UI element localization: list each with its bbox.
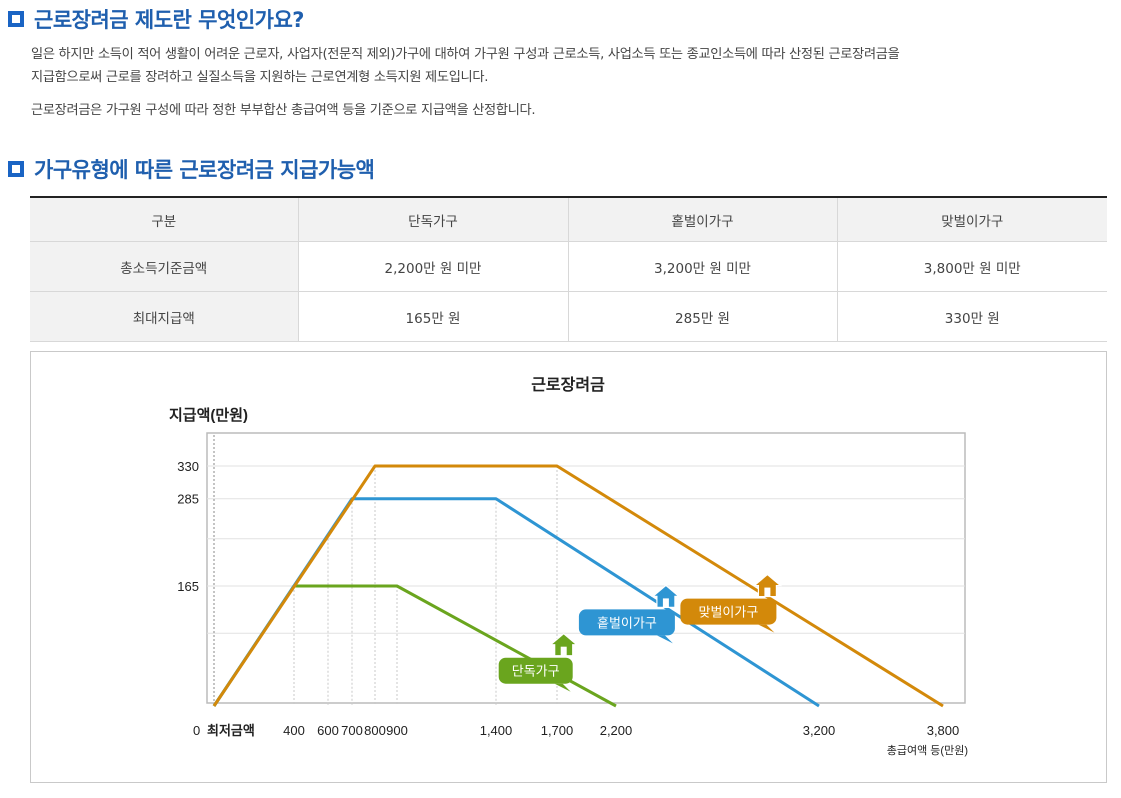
table-cell: 285만 원 [568, 291, 838, 342]
amount-table: 구분 단독가구 홑벌이가구 맞벌이가구 총소득기준금액 2,200만 원 미만 … [30, 196, 1107, 342]
x-tick-label: 1,400 [480, 723, 513, 738]
x-tick-label: 400 [283, 723, 305, 738]
table-row: 총소득기준금액 2,200만 원 미만 3,200만 원 미만 3,800만 원… [30, 241, 1107, 292]
intro-line-1: 일은 하지만 소득이 적어 생활이 어려운 근로자, 사업자(전문직 제외)가구… [31, 47, 900, 62]
table-row-header: 총소득기준금액 [30, 241, 299, 292]
table-header-cell: 홑벌이가구 [568, 196, 838, 242]
table-row: 최대지급액 165만 원 285만 원 330만 원 [30, 291, 1107, 342]
callout-tail [554, 683, 571, 692]
x-tick-label: 800 [364, 723, 386, 738]
basis-paragraph: 근로장려금은 가구원 구성에 따라 정한 부부합산 총급여액 등을 기준으로 지… [31, 103, 536, 118]
callout-tail [758, 624, 775, 633]
callout-box [578, 609, 675, 636]
section-heading: 가구유형에 따른 근로장려금 지급가능액 [34, 158, 375, 182]
square-bullet-icon [8, 161, 24, 177]
table-row-header: 최대지급액 [30, 291, 299, 342]
plot-area [206, 432, 966, 704]
table-cell: 3,200만 원 미만 [568, 241, 838, 292]
x-tick-label: 3,200 [803, 723, 836, 738]
table-header-cell: 맞벌이가구 [837, 196, 1107, 242]
y-tick-label: 285 [177, 492, 199, 507]
house-icon [752, 573, 783, 598]
house-icon [549, 632, 579, 657]
callout-tail [656, 635, 673, 644]
callout-box [498, 657, 573, 684]
table-cell: 3,800만 원 미만 [837, 241, 1107, 292]
y-tick-label: 165 [177, 579, 199, 594]
x-axis-label: 총급여액 등(만원) [887, 744, 968, 757]
table-cell: 330만 원 [837, 291, 1107, 342]
y-axis-label: 지급액(만원) [169, 406, 248, 424]
table-header-cell: 단독가구 [298, 196, 569, 242]
x-tick-label: 2,200 [600, 723, 633, 738]
intro-line-2: 지급함으로써 근로를 장려하고 실질소득을 지원하는 근로연계형 소득지원 제도… [31, 70, 489, 85]
incentive-chart: 근로장려금 지급액(만원) 165 285 330 400 600 700 800 900 1,… [169, 376, 968, 757]
legend-callout: 단독가구 [498, 632, 579, 692]
series-label: 단독가구 [512, 664, 560, 679]
series-line [212, 464, 944, 708]
series-label: 홑벌이가구 [597, 615, 657, 630]
chart-container: 근로장려금 지급액(만원) 165 285 330 400 600 700 800 900 1,… [30, 351, 1107, 783]
table-header-cell: 구분 [30, 196, 299, 242]
x-tick-label: 900 [386, 723, 408, 738]
table-cell: 165만 원 [298, 291, 569, 342]
intro-paragraph: 일은 하지만 소득이 적어 생활이 어려운 근로자, 사업자(전문직 제외)가구… [31, 43, 1106, 89]
section-heading: 근로장려금 제도란 무엇인가요? [34, 8, 304, 32]
table-cell: 2,200만 원 미만 [298, 241, 569, 292]
section-title-program: 근로장려금 제도란 무엇인가요? [8, 4, 304, 34]
x-tick-label: 3,800 [927, 723, 960, 738]
square-bullet-icon [8, 11, 24, 27]
x-origin-label: 최저금액 [207, 723, 255, 738]
y-zero-label: 0 [193, 723, 200, 738]
x-tick-label: 600 [317, 723, 339, 738]
x-tick-label: 1,700 [541, 723, 574, 738]
series-label: 맞벌이가구 [698, 605, 758, 620]
y-tick-label: 330 [177, 459, 199, 474]
x-tick-label: 700 [341, 723, 363, 738]
section-title-amounts: 가구유형에 따른 근로장려금 지급가능액 [8, 154, 375, 184]
legend-callout: 맞벌이가구 [680, 573, 783, 633]
table-header-row: 구분 단독가구 홑벌이가구 맞벌이가구 [30, 196, 1107, 242]
house-icon [651, 584, 681, 608]
callout-box [680, 598, 777, 625]
chart-title: 근로장려금 [531, 376, 605, 394]
legend-callout: 홑벌이가구 [578, 584, 681, 644]
